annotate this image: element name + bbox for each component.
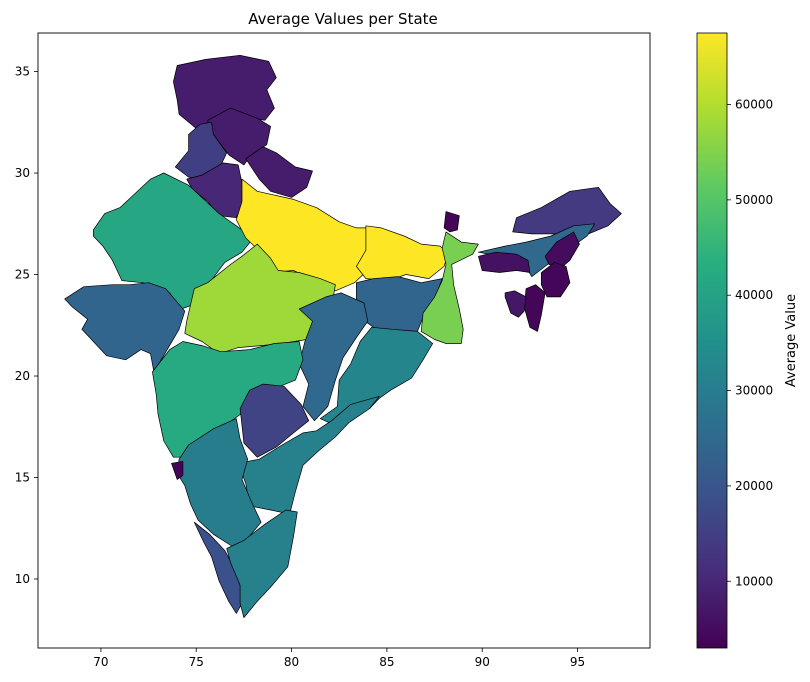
colorbar-axis: 10000 20000 30000 40000 50000 60000 bbox=[727, 98, 773, 588]
y-tick-label: 15 bbox=[15, 471, 30, 485]
colorbar-tick-label: 40000 bbox=[735, 288, 773, 302]
colorbar-tick-label: 50000 bbox=[735, 193, 773, 207]
colorbar-tick-label: 30000 bbox=[735, 384, 773, 398]
region-mizoram bbox=[523, 284, 546, 332]
region-meghalaya bbox=[478, 251, 531, 273]
colorbar-tick-label: 10000 bbox=[735, 574, 773, 588]
plot-frame bbox=[37, 32, 651, 649]
colorbar bbox=[696, 32, 728, 649]
x-tick-label: 85 bbox=[379, 655, 394, 669]
region-tamil-nadu bbox=[226, 509, 298, 618]
y-tick-label: 35 bbox=[15, 65, 30, 79]
region-bihar bbox=[356, 225, 449, 281]
region-goa bbox=[171, 460, 184, 480]
x-axis: 70 75 80 85 90 95 bbox=[93, 648, 585, 669]
x-tick-label: 75 bbox=[189, 655, 204, 669]
x-tick-label: 70 bbox=[93, 655, 108, 669]
region-andhra-pradesh bbox=[237, 395, 380, 515]
y-tick-label: 30 bbox=[15, 166, 30, 180]
x-tick-label: 80 bbox=[284, 655, 299, 669]
region-telangana bbox=[239, 383, 310, 458]
x-tick-label: 95 bbox=[570, 655, 585, 669]
chart-title: Average Values per State bbox=[248, 10, 438, 28]
region-chhattisgarh bbox=[298, 292, 369, 422]
region-tripura bbox=[504, 290, 527, 318]
region-rajasthan bbox=[92, 172, 254, 310]
colorbar-label: Average Value bbox=[784, 294, 799, 387]
region-manipur bbox=[540, 262, 571, 298]
y-axis: 10 15 20 25 30 35 bbox=[15, 65, 38, 586]
region-uttarakhand bbox=[245, 146, 313, 198]
colorbar-tick-label: 60000 bbox=[735, 98, 773, 112]
region-sikkim bbox=[443, 211, 460, 233]
region-karnataka bbox=[176, 418, 262, 547]
region-kerala bbox=[193, 521, 243, 614]
y-tick-label: 10 bbox=[15, 572, 30, 586]
colorbar-tick-label: 20000 bbox=[735, 479, 773, 493]
map-regions bbox=[64, 54, 622, 618]
y-tick-label: 20 bbox=[15, 369, 30, 383]
region-west-bengal bbox=[420, 231, 479, 344]
x-tick-label: 90 bbox=[475, 655, 490, 669]
region-jammu-kashmir bbox=[173, 54, 277, 129]
y-tick-label: 25 bbox=[15, 268, 30, 282]
